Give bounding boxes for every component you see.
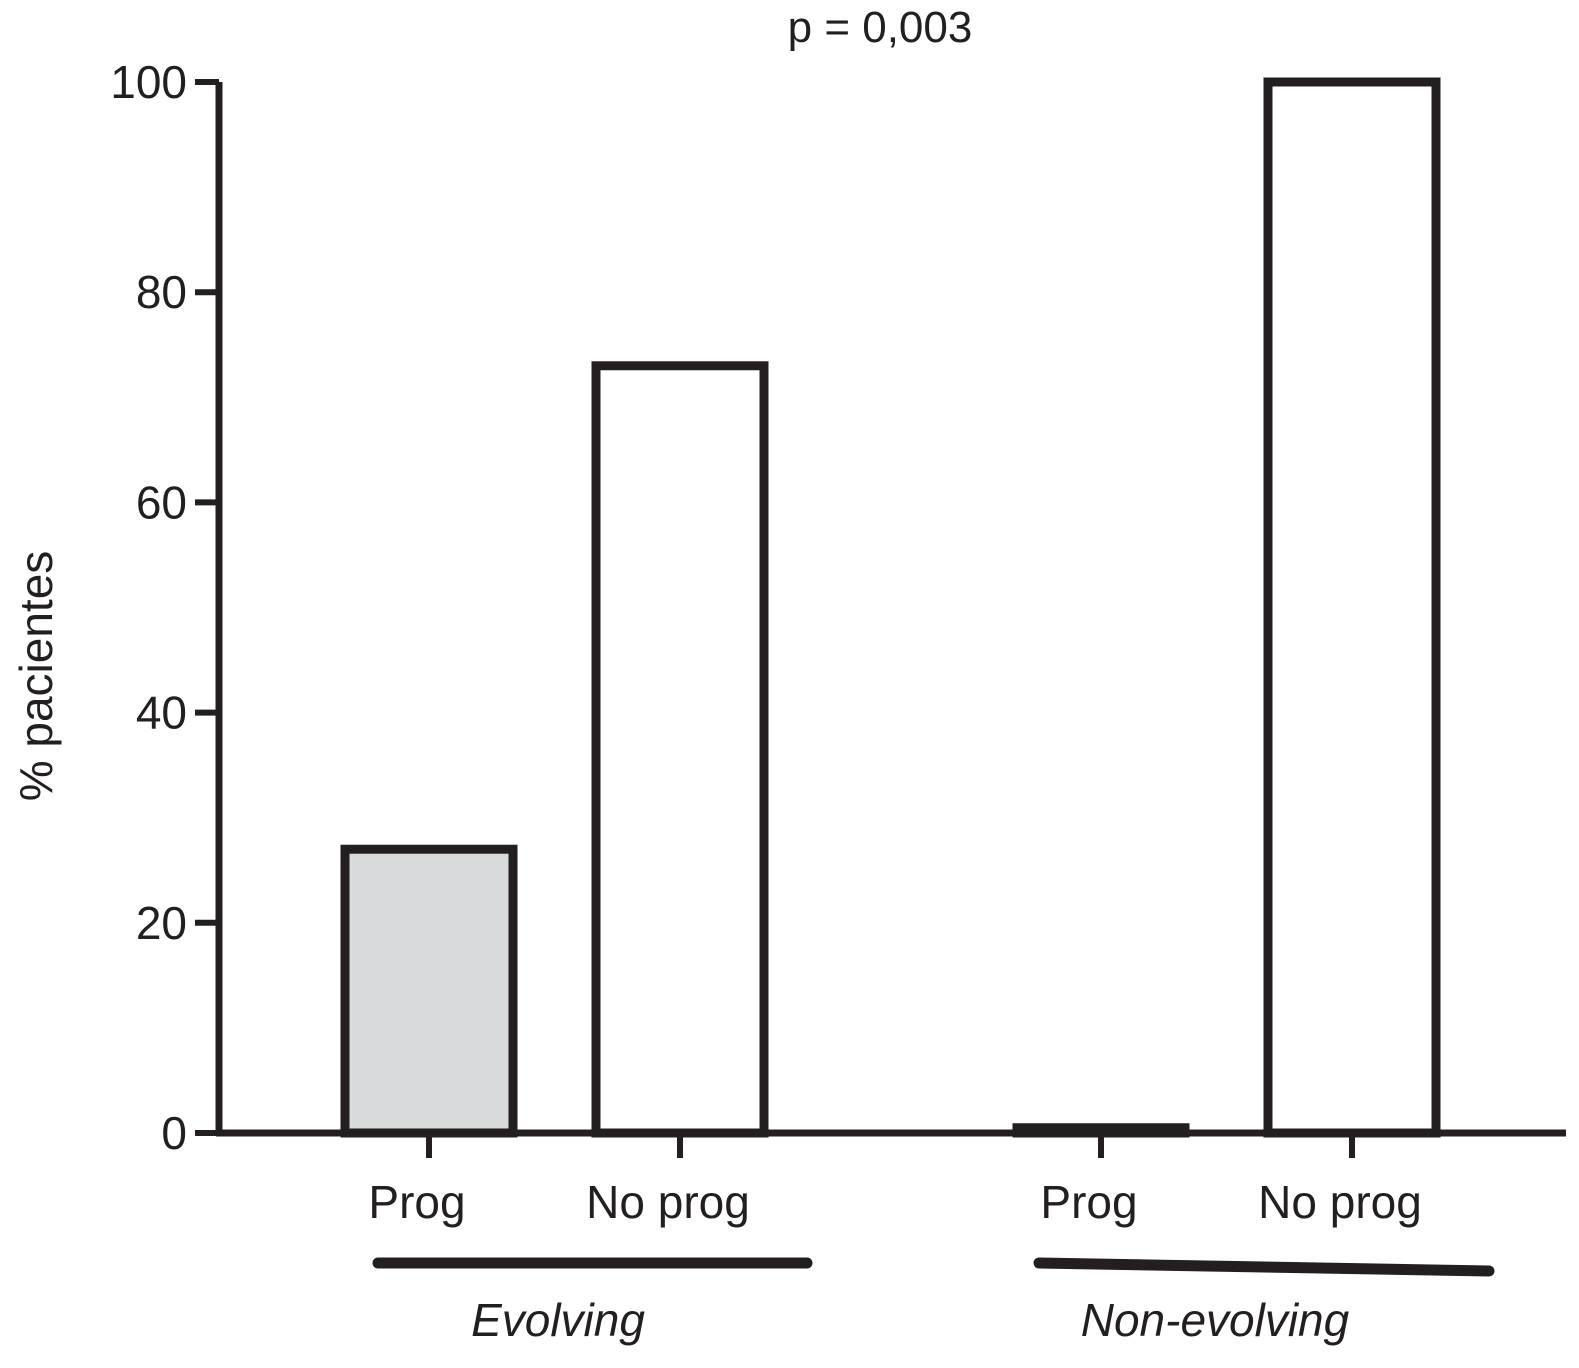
group-label-0: Evolving — [471, 1294, 645, 1346]
x-tick-label-2: Prog — [1040, 1176, 1137, 1228]
plot-area: 0 20 40 60 80 100 Prog No prog Prog No prog Evolvi… — [110, 56, 1566, 1346]
y-tick-label-40: 40 — [136, 687, 187, 739]
y-tick-label-20: 20 — [136, 897, 187, 949]
bar-0 — [340, 844, 518, 1138]
x-tick-label-0: Prog — [368, 1176, 465, 1228]
y-tick-label-60: 60 — [136, 476, 187, 528]
y-tick-label-100: 100 — [110, 56, 187, 108]
group-line-1 — [1033, 1257, 1495, 1277]
bar-1 — [591, 361, 769, 1138]
bar-3 — [1263, 77, 1441, 1138]
y-axis-label: % pacientes — [10, 551, 62, 802]
y-tick-label-80: 80 — [136, 266, 187, 318]
group-label-1: Non-evolving — [1081, 1294, 1350, 1346]
x-tick-label-1: No prog — [586, 1176, 750, 1228]
x-tick-label-3: No prog — [1258, 1176, 1422, 1228]
y-tick-label-0: 0 — [161, 1107, 187, 1159]
chart-title: p = 0,003 — [788, 3, 973, 52]
